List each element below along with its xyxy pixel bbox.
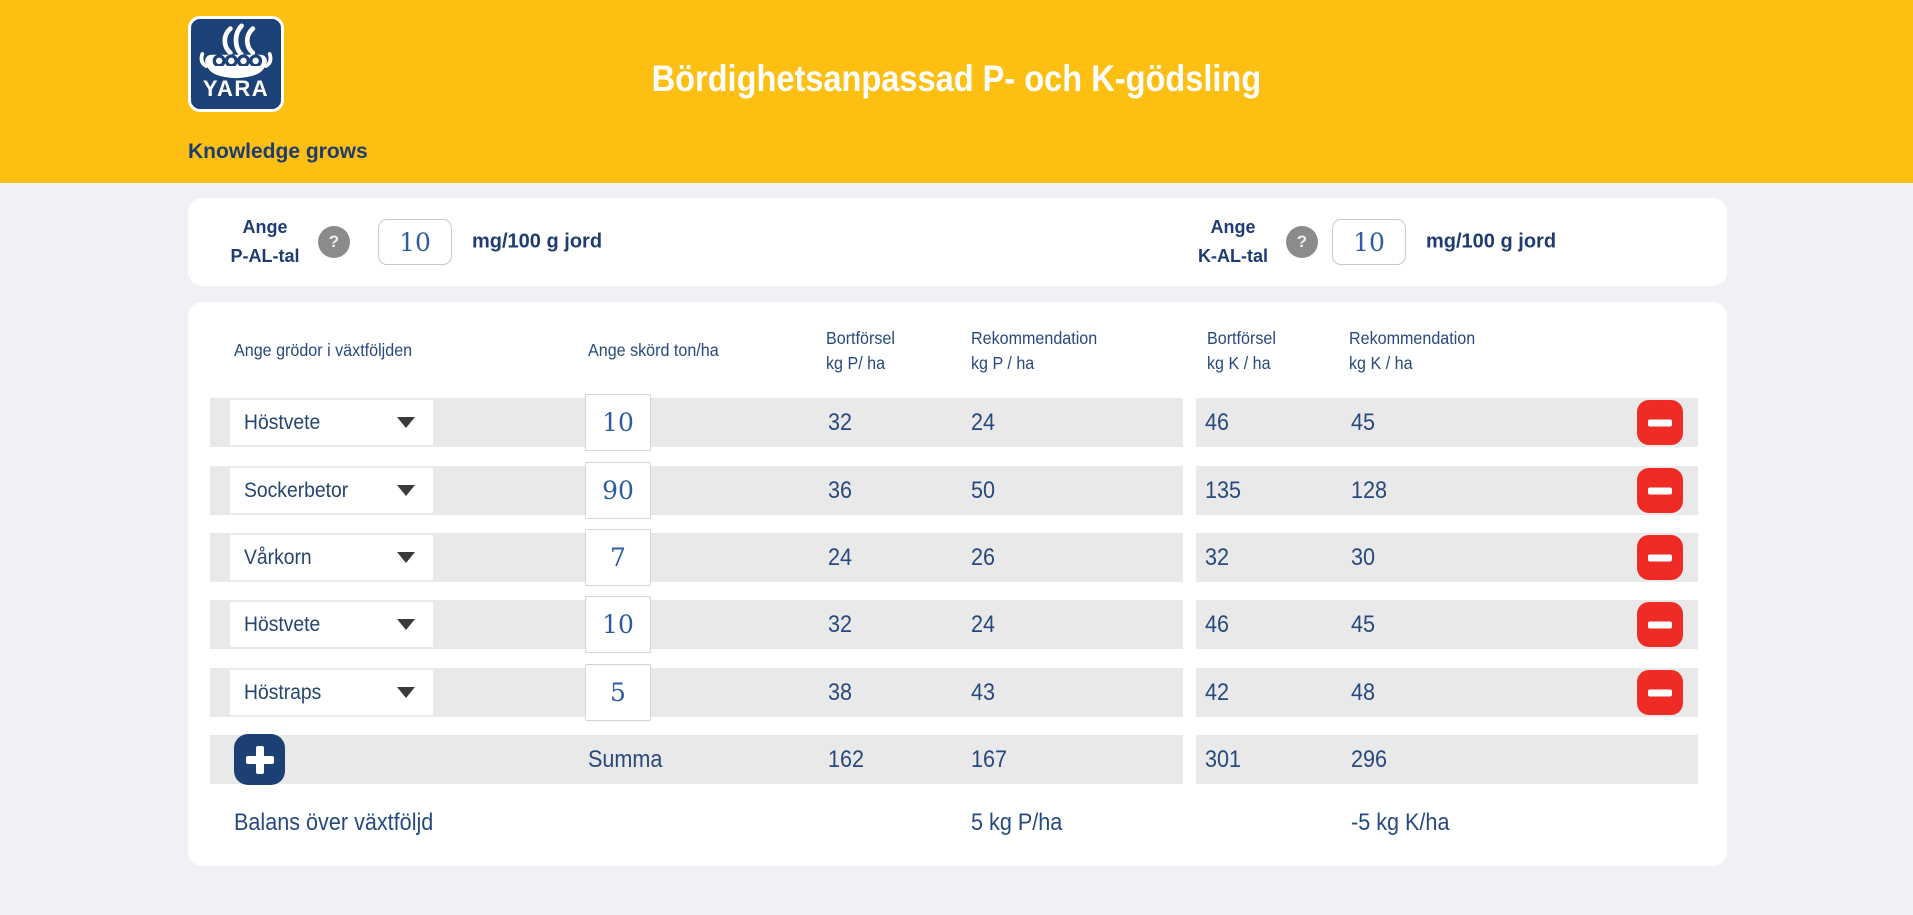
header-crop: Ange grödor i växtföljden	[234, 340, 413, 360]
table-row: Höstraps 38 43 42 48	[188, 664, 1727, 721]
row-band-p	[210, 735, 1183, 784]
tagline: Knowledge grows	[188, 140, 368, 163]
removal-p-value: 24	[828, 543, 853, 571]
row-band-k	[1196, 735, 1698, 784]
p-al-unit: mg/100 g jord	[472, 230, 603, 253]
balance-k-value: -5 kg K/ha	[1351, 808, 1450, 836]
removal-p-value: 38	[828, 678, 853, 706]
viking-ship-icon	[199, 23, 273, 79]
crop-select[interactable]: Vårkorn	[230, 535, 433, 580]
yield-input[interactable]	[585, 596, 651, 653]
k-al-unit: mg/100 g jord	[1426, 230, 1557, 253]
page-title: Bördighetsanpassad P- och K-gödsling	[651, 58, 1262, 99]
rec-k-value: 128	[1351, 476, 1388, 504]
remove-row-button[interactable]	[1637, 602, 1683, 647]
add-row-button[interactable]	[234, 734, 285, 785]
k-al-input[interactable]	[1332, 219, 1406, 265]
summary-removal-p: 162	[828, 745, 865, 773]
soil-values-card: Ange P-AL-tal ? mg/100 g jord Ange K-AL-…	[188, 198, 1727, 286]
table-row: Vårkorn 24 26 32 30	[188, 529, 1727, 586]
balance-p-value: 5 kg P/ha	[971, 808, 1063, 836]
table-row: Höstvete 32 24 46 45	[188, 596, 1727, 653]
removal-k-value: 42	[1205, 678, 1230, 706]
removal-k-value: 135	[1205, 476, 1242, 504]
help-icon[interactable]: ?	[1286, 226, 1318, 258]
chevron-down-icon	[397, 417, 415, 428]
balance-label: Balans över växtföljd	[234, 808, 434, 836]
summary-rec-p: 167	[971, 745, 1008, 773]
crop-select[interactable]: Höstvete	[230, 602, 433, 647]
summary-label: Summa	[588, 745, 663, 773]
chevron-down-icon	[397, 619, 415, 630]
chevron-down-icon	[397, 485, 415, 496]
crop-table-card: Ange grödor i växtföljden Ange skörd ton…	[188, 302, 1727, 866]
removal-k-value: 46	[1205, 408, 1230, 436]
remove-row-button[interactable]	[1637, 535, 1683, 580]
help-icon[interactable]: ?	[318, 226, 350, 258]
remove-row-button[interactable]	[1637, 670, 1683, 715]
row-band-k	[1196, 600, 1698, 649]
chevron-down-icon	[397, 687, 415, 698]
removal-p-value: 36	[828, 476, 853, 504]
row-band-k	[1196, 668, 1698, 717]
row-band-k	[1196, 398, 1698, 447]
removal-p-value: 32	[828, 610, 853, 638]
rec-k-value: 45	[1351, 408, 1376, 436]
rec-p-value: 24	[971, 408, 996, 436]
rec-p-value: 50	[971, 476, 996, 504]
header-removal-k: Bortförsel kg K / ha	[1207, 328, 1276, 373]
rec-p-value: 24	[971, 610, 996, 638]
rec-p-value: 43	[971, 678, 996, 706]
crop-select-value: Höstraps	[244, 680, 322, 704]
remove-row-button[interactable]	[1637, 400, 1683, 445]
crop-select[interactable]: Höstvete	[230, 400, 433, 445]
header-rec-k: Rekommendation kg K / ha	[1349, 328, 1476, 373]
rec-k-value: 48	[1351, 678, 1376, 706]
crop-select[interactable]: Sockerbetor	[230, 468, 433, 513]
table-row: Höstvete 32 24 46 45	[188, 394, 1727, 451]
yara-logo: YARA	[188, 16, 284, 112]
yield-input[interactable]	[585, 664, 651, 721]
summary-rec-k: 296	[1351, 745, 1388, 773]
summary-row: Summa 162 167 301 296	[188, 734, 1727, 785]
summary-removal-k: 301	[1205, 745, 1242, 773]
yield-input[interactable]	[585, 462, 651, 519]
rec-p-value: 26	[971, 543, 996, 571]
yara-logo-text: YARA	[202, 76, 270, 101]
table-row: Sockerbetor 36 50 135 128	[188, 462, 1727, 519]
removal-p-value: 32	[828, 408, 853, 436]
header-yield: Ange skörd ton/ha	[588, 340, 719, 360]
remove-row-button[interactable]	[1637, 468, 1683, 513]
rec-k-value: 30	[1351, 543, 1376, 571]
app-header: YARA Bördighetsanpassad P- och K-gödslin…	[0, 0, 1913, 183]
removal-k-value: 32	[1205, 543, 1230, 571]
p-al-label: Ange P-AL-tal	[230, 217, 300, 266]
crop-select[interactable]: Höstraps	[230, 670, 433, 715]
crop-select-value: Vårkorn	[244, 545, 312, 569]
header-removal-p: Bortförsel kg P/ ha	[826, 328, 895, 373]
k-al-label: Ange K-AL-tal	[1198, 217, 1268, 266]
row-band-k	[1196, 533, 1698, 582]
crop-select-value: Sockerbetor	[244, 478, 349, 502]
row-band-k	[1196, 466, 1698, 515]
rec-k-value: 45	[1351, 610, 1376, 638]
crop-select-value: Höstvete	[244, 612, 321, 636]
header-rec-p: Rekommendation kg P / ha	[971, 328, 1098, 373]
p-al-input[interactable]	[378, 219, 452, 265]
yield-input[interactable]	[585, 529, 651, 586]
removal-k-value: 46	[1205, 610, 1230, 638]
chevron-down-icon	[397, 552, 415, 563]
yield-input[interactable]	[585, 394, 651, 451]
balance-row: Balans över växtföljd 5 kg P/ha -5 kg K/…	[188, 798, 1727, 847]
crop-select-value: Höstvete	[244, 410, 321, 434]
